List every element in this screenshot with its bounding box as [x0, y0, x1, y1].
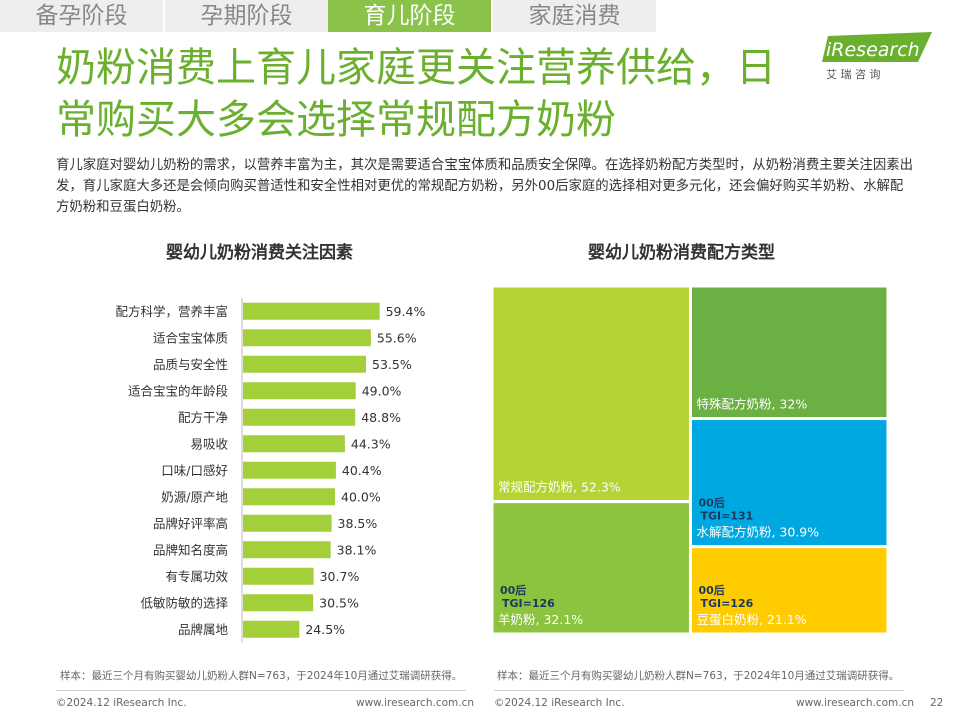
bar-category-label: 品质与安全性 — [153, 357, 228, 372]
bar-category-label: 低敏防敏的选择 — [140, 595, 228, 610]
bar-category-label: 品牌好评率高 — [153, 516, 228, 531]
treemap-cell-label: 水解配方奶粉, 30.9% — [696, 525, 819, 540]
bar — [243, 461, 336, 479]
sample-note-right: 样本：最近三个月有购买婴幼儿奶粉人群N=763，于2024年10月通过艾瑞调研获… — [497, 670, 900, 682]
treemap-cell — [492, 500, 692, 634]
page-number: 22 — [930, 697, 944, 709]
treemap-cell-label: 豆蛋白奶粉, 21.1% — [696, 612, 806, 627]
footer-copyright-right: ©2024.12 iResearch Inc. — [494, 697, 625, 709]
bar — [243, 567, 314, 585]
bar — [243, 329, 371, 347]
bar — [243, 435, 345, 453]
bar-value-label: 59.4% — [386, 304, 426, 319]
bar-value-label: 40.4% — [342, 463, 382, 478]
bar-value-label: 44.3% — [351, 436, 391, 451]
treemap-tgi-tag: 00后 TGI=126 — [698, 583, 753, 610]
bar-category-label: 有专属功效 — [165, 569, 228, 584]
footer-site-left: www.iresearch.com.cn — [356, 697, 475, 709]
footer-copyright-left: ©2024.12 iResearch Inc. — [56, 697, 187, 709]
bar-value-label: 30.5% — [319, 595, 359, 610]
bar-category-label: 奶源/原产地 — [161, 489, 228, 504]
bar-value-label: 40.0% — [341, 489, 381, 504]
bar — [243, 514, 332, 532]
treemap-cell-label: 特殊配方奶粉, 32% — [696, 397, 807, 412]
bar-category-label: 配方干净 — [178, 410, 228, 425]
logo-sub-text: 艾 瑞 咨 询 — [826, 67, 881, 81]
bar — [243, 541, 331, 559]
page-title: 奶粉消费上育儿家庭更关注营养供给，日 常购买大多会选择常规配方奶粉 — [56, 42, 826, 146]
treemap-tgi-tag: 00后 TGI=126 — [500, 583, 555, 610]
treemap-cell — [688, 545, 888, 634]
bar-value-label: 38.5% — [338, 516, 378, 531]
bar — [243, 355, 367, 373]
bar-chart-title: 婴幼儿奶粉消费关注因素 — [166, 243, 353, 263]
treemap-cell — [688, 417, 888, 549]
tab-parenting[interactable]: 育儿阶段 — [328, 0, 491, 32]
bar-category-label: 口味/口感好 — [161, 463, 228, 478]
tab-pre-pregnancy[interactable]: 备孕阶段 — [0, 0, 163, 32]
bar — [243, 620, 300, 638]
formula-type-treemap: 常规配方奶粉, 52.3% 羊奶粉, 32.1% 00后 TGI=126 特殊配方奶粉,… — [492, 286, 888, 634]
treemap-tgi-tag: 00后 TGI=131 — [698, 496, 753, 523]
treemap-cell-label: 常规配方奶粉, 52.3% — [498, 480, 621, 495]
intro-paragraph: 育儿家庭对婴幼儿奶粉的需求，以营养丰富为主，其次是需要适合宝宝体质和品质安全保障… — [56, 158, 913, 215]
sample-note-left: 样本：最近三个月有购买婴幼儿奶粉人群N=763，于2024年10月通过艾瑞调研获… — [60, 670, 463, 682]
bar-category-label: 品牌知名度高 — [153, 542, 228, 557]
bar — [243, 488, 335, 506]
treemap-cell-label: 羊奶粉, 32.1% — [498, 612, 583, 627]
tab-household-consumption[interactable]: 家庭消费 — [493, 0, 656, 32]
bar-value-label: 55.6% — [377, 330, 417, 345]
bar-category-label: 品牌属地 — [178, 622, 229, 637]
treemap-cell — [492, 286, 692, 504]
bar-value-label: 30.7% — [320, 569, 360, 584]
bar-category-label: 易吸收 — [190, 436, 228, 451]
bar — [243, 594, 314, 612]
iresearch-logo: iResearch 艾 瑞 咨 询 — [822, 32, 932, 81]
page-title-line-1: 奶粉消费上育儿家庭更关注营养供给，日 — [56, 45, 776, 91]
bar — [243, 408, 356, 426]
bar-value-label: 53.5% — [372, 357, 412, 372]
bar — [243, 382, 356, 400]
footer-divider-right — [494, 690, 904, 691]
tab-pregnancy[interactable]: 孕期阶段 — [165, 0, 328, 32]
bar-value-label: 49.0% — [362, 383, 402, 398]
page-title-line-2: 常购买大多会选择常规配方奶粉 — [56, 97, 616, 143]
footer-site-right: www.iresearch.com.cn — [796, 697, 915, 709]
bar-category-label: 适合宝宝体质 — [153, 330, 228, 345]
factors-bar-chart: 配方科学，营养丰富 59.4% 适合宝宝体质 55.6% 品质与安全性 53.5% 适合宝宝… — [115, 298, 426, 643]
treemap-title: 婴幼儿奶粉消费配方类型 — [588, 243, 775, 263]
bar-category-label: 适合宝宝的年龄段 — [128, 383, 228, 398]
bar — [243, 302, 380, 320]
bar-category-label: 配方科学，营养丰富 — [115, 304, 228, 319]
bar-value-label: 38.1% — [337, 542, 377, 557]
footer-divider-left — [56, 690, 466, 691]
bar-value-label: 24.5% — [305, 622, 345, 637]
bar-value-label: 48.8% — [361, 410, 401, 425]
logo-brand-text: iResearch — [826, 39, 920, 61]
